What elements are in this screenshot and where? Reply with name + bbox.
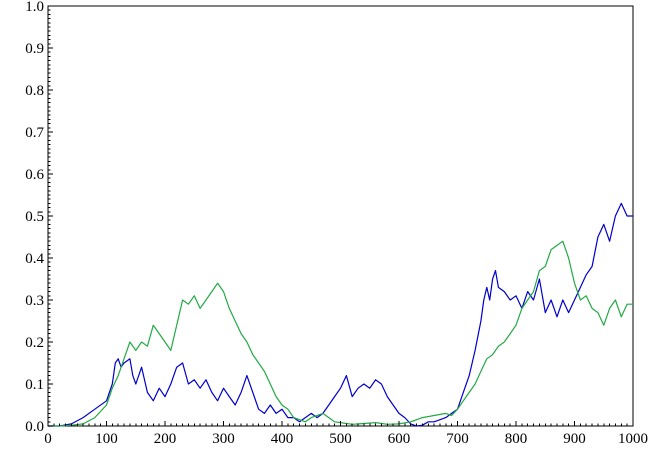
- y-tick-label: 0.7: [25, 125, 44, 141]
- x-tick-label: 700: [446, 431, 469, 447]
- x-tick-label: 500: [329, 431, 352, 447]
- y-tick-label: 0.8: [25, 83, 44, 99]
- x-tick-label: 600: [388, 431, 411, 447]
- series-line-1: [48, 202, 633, 427]
- y-tick-label: 1.0: [25, 0, 44, 15]
- x-tick-label: 200: [154, 431, 177, 447]
- x-axis: 0 100 200 300 400 500 600 700 800 900 1000: [44, 421, 648, 447]
- x-tick-label: 100: [95, 431, 118, 447]
- x-tick-label: 0: [44, 431, 52, 447]
- x-tick-label: 400: [271, 431, 294, 447]
- y-tick-label: 0.3: [25, 293, 44, 309]
- y-tick-label: 0.5: [25, 209, 44, 225]
- x-tick-label: 800: [505, 431, 528, 447]
- y-tick-label: 0.4: [25, 251, 44, 267]
- y-tick-label: 0.1: [25, 377, 44, 393]
- y-tick-label: 0.0: [25, 419, 44, 435]
- y-tick-label: 0.6: [25, 167, 44, 183]
- x-tick-label: 300: [212, 431, 235, 447]
- series-layer: [48, 202, 633, 427]
- plot-area: [47, 5, 634, 427]
- plot-frame: [47, 5, 634, 427]
- x-tick-label: 900: [563, 431, 586, 447]
- series-line-2: [48, 240, 633, 427]
- y-tick-label: 0.9: [25, 41, 44, 57]
- x-tick-label: 1000: [618, 431, 648, 447]
- y-tick-label: 0.2: [25, 335, 44, 351]
- y-axis: 0.0 0.1 0.2 0.3 0.4 0.5 0.6 0.7 0.8 0.9 1.0: [25, 0, 53, 435]
